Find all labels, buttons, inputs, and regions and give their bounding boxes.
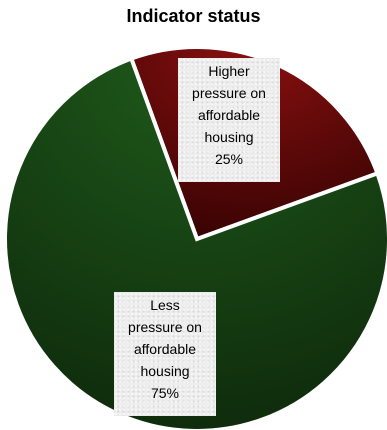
slice-percent-label: 75%: [150, 385, 180, 401]
slice-label-line: housing: [204, 129, 254, 145]
slice-label-higher-pressure: Higher pressure on affordable housing 25…: [178, 58, 280, 182]
chart-title: Indicator status: [126, 6, 261, 26]
slice-label-line: Less: [150, 297, 180, 313]
slice-label-line: affordable: [133, 341, 196, 357]
slice-label-line: Higher: [208, 63, 250, 79]
slice-label-line: affordable: [197, 107, 260, 123]
slice-label-less-pressure: Less pressure on affordable housing 75%: [114, 292, 216, 416]
slice-percent-label: 25%: [214, 151, 244, 167]
slice-label-line: pressure on: [128, 319, 202, 335]
slice-label-line: housing: [140, 363, 190, 379]
slice-label-line: pressure on: [192, 85, 266, 101]
